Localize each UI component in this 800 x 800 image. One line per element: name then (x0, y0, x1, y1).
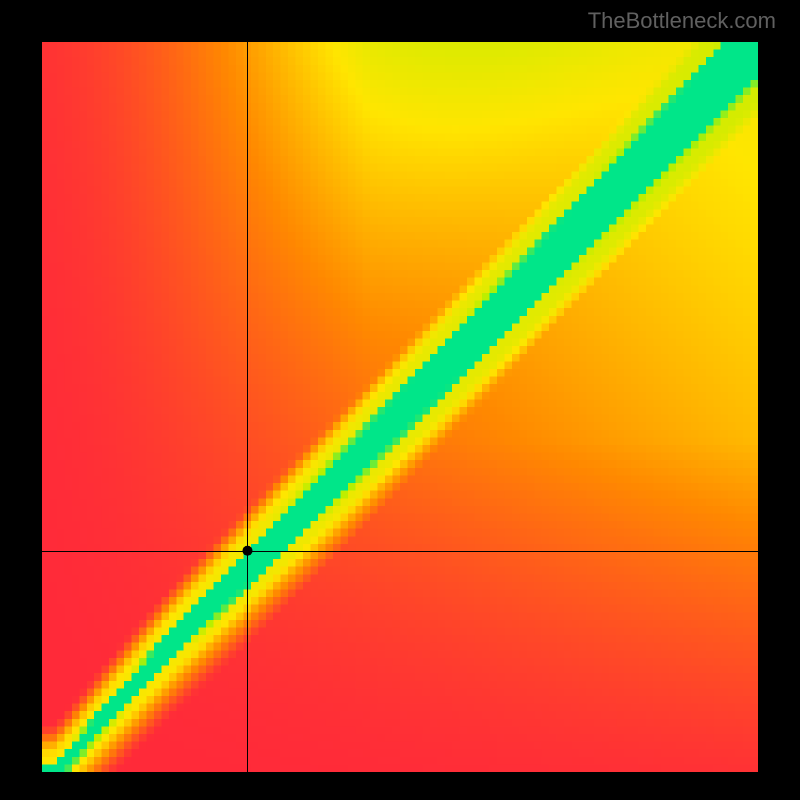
watermark-text: TheBottleneck.com (588, 8, 776, 34)
chart-container: TheBottleneck.com (0, 0, 800, 800)
plot-frame (42, 42, 758, 772)
crosshair-overlay (42, 42, 758, 772)
